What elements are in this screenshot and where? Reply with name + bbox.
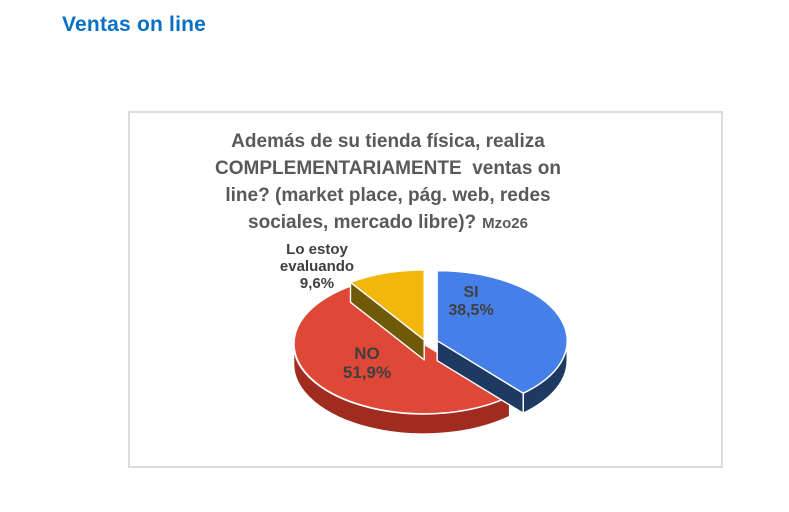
chart-title-line: Además de su tienda física, realiza <box>231 131 545 152</box>
pie-slice-Lo estoy evaluando <box>349 269 425 341</box>
pie-label-evaluando: Lo estoy evaluando 9,6% <box>257 241 377 292</box>
pie-slice-NO <box>293 285 511 415</box>
chart-card: Además de su tienda física, realiza COMPL… <box>128 111 723 468</box>
chart-title: Además de su tienda física, realiza COMPL… <box>158 128 618 237</box>
chart-title-period: Mzo26 <box>482 215 528 232</box>
pie-slice-SI <box>436 270 568 394</box>
pie-label-evaluando-pct: 9,6% <box>299 274 335 292</box>
pie-label-no-text: NO <box>354 344 380 363</box>
pie-label-no: NO 51,9% <box>307 344 427 382</box>
pie-label-evaluando-text: Lo estoy evaluando <box>279 241 355 275</box>
pie-label-no-pct: 51,9% <box>342 363 392 383</box>
chart-title-line: line? (market place, pág. web, redes <box>225 185 551 206</box>
chart-title-line: sociales, mercado libre)? Mzo26 <box>248 212 528 233</box>
chart-title-line: COMPLEMENTARIAMENTE ventas on <box>215 158 561 179</box>
pie-label-si: SI 38,5% <box>411 284 531 320</box>
page-title: Ventas on line <box>62 13 207 36</box>
pie-label-si-text: SI <box>463 284 479 301</box>
pie-chart <box>292 269 568 435</box>
pie-label-si-pct: 38,5% <box>448 301 494 319</box>
